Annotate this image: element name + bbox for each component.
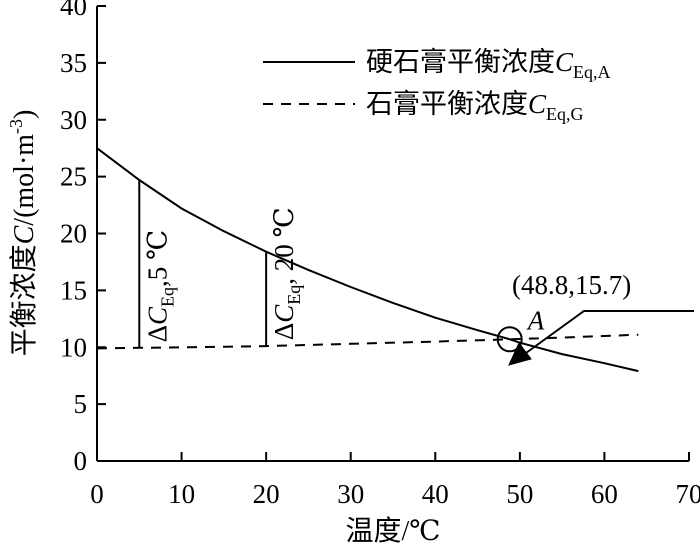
intersection-circle — [496, 326, 523, 353]
x-tick-label: 60 — [591, 479, 618, 509]
legend-label-1: 硬石膏平衡浓度CEq,A — [366, 47, 611, 82]
y-tick-label: 5 — [74, 389, 88, 419]
annotation-layer: A (48.8,15.7) — [496, 270, 694, 366]
x-axis-label: 温度/℃ — [345, 515, 440, 547]
callout-leader — [525, 310, 694, 354]
difference-marker-label: ΔCEq, 20 ℃ — [269, 207, 304, 340]
intersection-label: A — [526, 305, 545, 335]
difference-marker-label: ΔCEq,5 ℃ — [142, 230, 177, 343]
x-tick-label: 30 — [337, 479, 364, 509]
x-tick-label: 70 — [676, 479, 700, 509]
series-line-2 — [96, 333, 639, 350]
y-tick-label: 35 — [60, 48, 87, 78]
y-tick-label: 40 — [60, 0, 87, 21]
markers-layer: ΔCEq,5 ℃ ΔCEq, 20 ℃ — [138, 180, 304, 349]
y-tick-label: 10 — [60, 332, 87, 362]
callout-text: (48.8,15.7) — [512, 270, 631, 300]
x-tick-label: 10 — [168, 479, 195, 509]
x-tick-label: 40 — [422, 479, 449, 509]
series-line-1 — [96, 147, 639, 373]
y-tick-label: 30 — [60, 105, 87, 135]
x-tick-label: 50 — [506, 479, 533, 509]
x-tick-label: 20 — [253, 479, 280, 509]
callout-arrowhead — [508, 342, 532, 366]
axes: 0 10 20 30 40 50 60 70 0 5 10 15 20 25 30 35 40 温度/℃ 平衡浓度C… — [6, 0, 700, 547]
legend: 硬石膏平衡浓度CEq,A 石膏平衡浓度CEq,G — [263, 47, 611, 124]
x-tick-label: 0 — [90, 479, 104, 509]
y-tick-label: 15 — [60, 275, 87, 305]
legend-label-2: 石膏平衡浓度CEq,G — [366, 89, 584, 124]
y-tick-label: 20 — [60, 219, 87, 249]
y-tick-label: 0 — [74, 446, 88, 476]
y-tick-label: 25 — [60, 162, 87, 192]
series-layer — [96, 147, 639, 373]
y-axis-label: 平衡浓度C/(mol·m-3) — [6, 110, 40, 357]
